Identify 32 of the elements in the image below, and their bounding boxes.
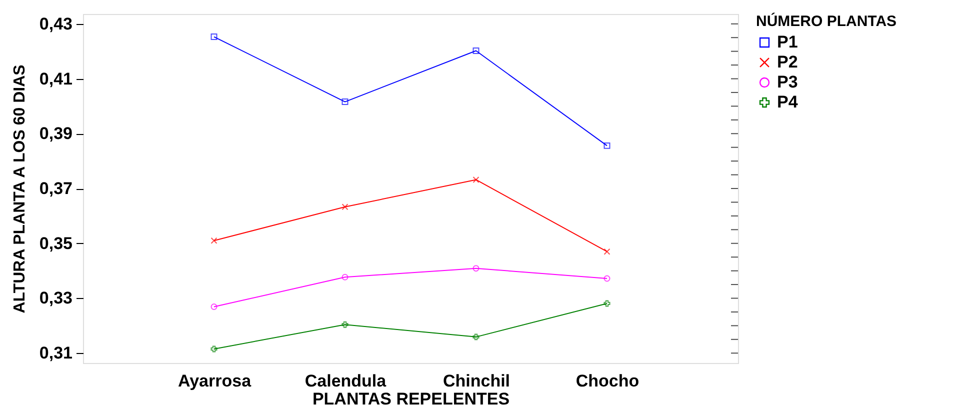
legend-label: P4 — [777, 92, 798, 112]
point — [472, 265, 480, 272]
x-axis-title: PLANTAS REPELENTES — [312, 390, 510, 408]
y-tick-label: 0,35 — [39, 234, 72, 253]
point — [342, 321, 348, 328]
legend-label: P1 — [777, 32, 798, 52]
point — [472, 334, 480, 340]
y-tick-label: 0,31 — [39, 344, 72, 363]
point — [342, 204, 348, 210]
y-tick-label: 0,37 — [39, 179, 72, 198]
point — [472, 176, 480, 183]
point — [604, 300, 610, 307]
y-tick-label: 0,39 — [39, 124, 72, 144]
legend-label: P2 — [777, 52, 798, 72]
y-tick-label: 0,41 — [39, 69, 72, 88]
legend-title: NÚMERO PLANTAS — [756, 12, 897, 30]
point — [472, 48, 480, 54]
y-tick-label: 0,43 — [39, 14, 72, 34]
point — [604, 248, 610, 255]
x-tick-label: Chinchil — [442, 372, 510, 390]
y-tick-label: 0,33 — [39, 288, 72, 308]
point — [342, 98, 348, 106]
point — [604, 142, 610, 149]
point — [210, 237, 218, 244]
x-tick-label: Calendula — [304, 372, 387, 390]
x-tick-label: Ayarrosa — [178, 372, 252, 390]
point — [342, 274, 348, 280]
x-tick-label: Chocho — [576, 372, 640, 390]
point — [210, 346, 218, 352]
y-axis-title: ALTURA PLANTA A LOS 60 DIAS — [11, 64, 28, 314]
legend-label: P3 — [777, 72, 798, 92]
point — [210, 34, 218, 40]
